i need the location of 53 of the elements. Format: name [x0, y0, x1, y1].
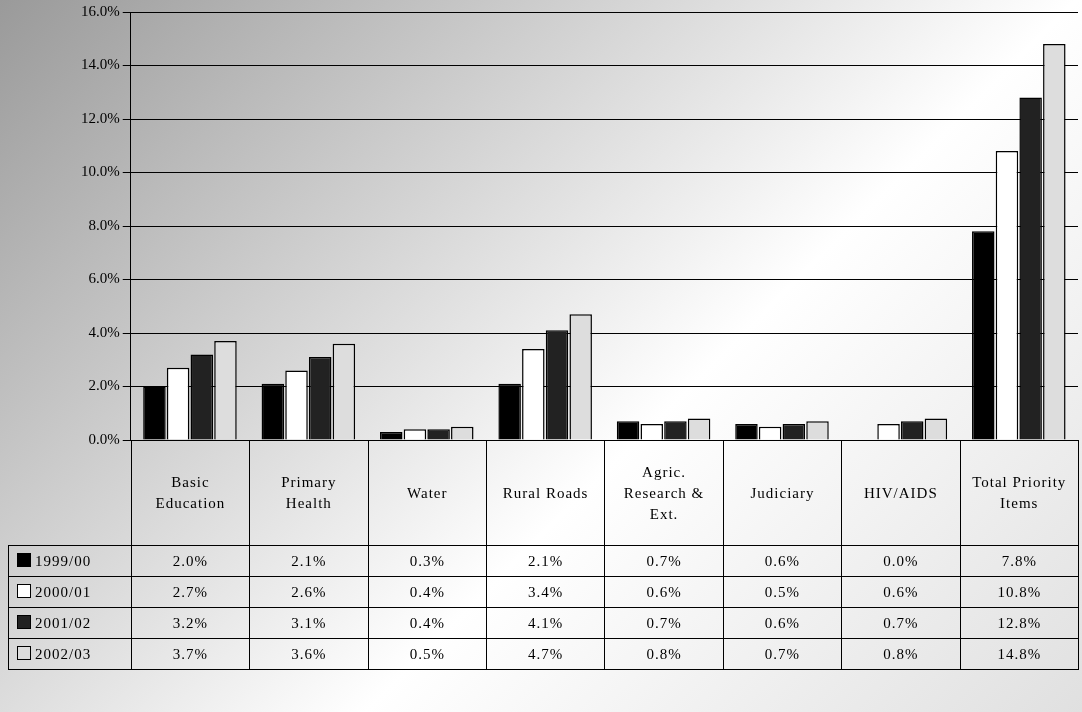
data-label: 2.0% — [131, 545, 250, 577]
x-tick-label: Basic Education — [131, 440, 250, 546]
x-tick-label: Primary Health — [249, 440, 369, 546]
data-label: 3.6% — [249, 638, 369, 670]
x-tick-label: Judiciary — [723, 440, 842, 546]
y-tick-label: 2.0% — [88, 377, 120, 394]
x-tick-label: Agric. Research & Ext. — [604, 440, 724, 546]
x-tick-label: HIV/AIDS — [841, 440, 961, 546]
y-tick-label: 4.0% — [88, 323, 120, 340]
data-label: 0.8% — [604, 638, 724, 670]
x-tick-label: Water — [368, 440, 487, 546]
data-label: 0.0% — [841, 545, 961, 577]
data-label: 0.8% — [841, 638, 961, 670]
data-label: 0.4% — [368, 607, 487, 639]
data-label: 0.7% — [841, 607, 961, 639]
legend-label: 2002/03 — [8, 638, 132, 670]
data-label: 3.7% — [131, 638, 250, 670]
data-label: 12.8% — [960, 607, 1079, 639]
data-label: 3.2% — [131, 607, 250, 639]
data-label: 4.7% — [486, 638, 605, 670]
data-label: 2.1% — [249, 545, 369, 577]
data-label: 3.4% — [486, 576, 605, 608]
data-label: 0.7% — [604, 545, 724, 577]
y-tick-label: 0.0% — [88, 430, 120, 447]
data-label: 3.1% — [249, 607, 369, 639]
data-label: 2.6% — [249, 576, 369, 608]
legend-label: 2000/01 — [8, 576, 132, 608]
data-label: 7.8% — [960, 545, 1079, 577]
data-label: 0.6% — [723, 545, 842, 577]
data-label: 0.3% — [368, 545, 487, 577]
data-label: 0.4% — [368, 576, 487, 608]
data-label: 0.6% — [723, 607, 842, 639]
data-label: 0.7% — [604, 607, 724, 639]
data-label: 2.7% — [131, 576, 250, 608]
y-tick-label: 14.0% — [81, 56, 120, 73]
data-label: 10.8% — [960, 576, 1079, 608]
data-label: 4.1% — [486, 607, 605, 639]
legend-label: 2001/02 — [8, 607, 132, 639]
y-tick-label: 12.0% — [81, 109, 120, 126]
data-label: 2.1% — [486, 545, 605, 577]
x-tick-label: Rural Roads — [486, 440, 605, 546]
data-label: 0.6% — [841, 576, 961, 608]
data-label: 14.8% — [960, 638, 1079, 670]
y-tick-label: 16.0% — [81, 2, 120, 19]
y-tick-label: 6.0% — [88, 270, 120, 287]
data-label: 0.6% — [604, 576, 724, 608]
legend-label: 1999/00 — [8, 545, 132, 577]
y-tick-label: 10.0% — [81, 163, 120, 180]
y-tick-label: 8.0% — [88, 216, 120, 233]
data-label: 0.5% — [368, 638, 487, 670]
data-label: 0.5% — [723, 576, 842, 608]
data-label: 0.7% — [723, 638, 842, 670]
x-tick-label: Total Priority Items — [960, 440, 1079, 546]
